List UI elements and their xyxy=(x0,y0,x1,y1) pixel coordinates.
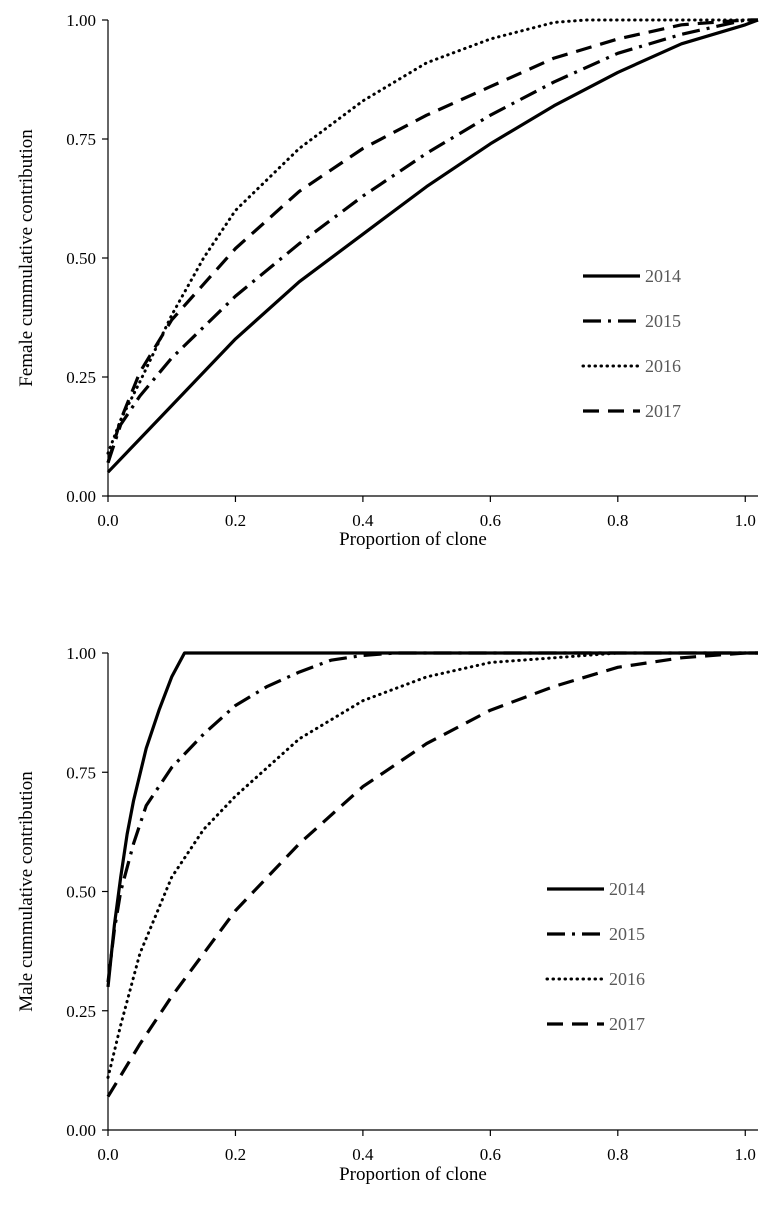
y-tick-label: 0.25 xyxy=(66,1002,96,1021)
female-contribution-chart: 0.00 0.25 0.50 0.75 1.00 0.0 0.2 0.4 0.6 0.8 1.0 Pr… xyxy=(16,11,760,550)
series-line-2014 xyxy=(106,18,759,474)
series-line-2017 xyxy=(106,18,758,464)
y-axis-title: Female cummulative contribution xyxy=(16,129,37,387)
series-line-2017 xyxy=(106,651,758,1098)
series-line-2016 xyxy=(106,651,760,1079)
legend-label-2014: 2014 xyxy=(645,266,681,286)
legend-label-2016: 2016 xyxy=(609,969,645,989)
x-tick-label: 0.0 xyxy=(97,1145,118,1164)
legend-label-2014: 2014 xyxy=(609,879,645,899)
x-tick-label: 0.2 xyxy=(225,1145,246,1164)
y-tick-label: 0.50 xyxy=(66,883,96,902)
y-tick-label: 0.00 xyxy=(66,1121,96,1140)
legend-label-2016: 2016 xyxy=(645,356,681,376)
legend-label-2017: 2017 xyxy=(609,1014,645,1034)
y-tick-label: 0.25 xyxy=(66,368,96,387)
y-axis-title: Male cummulative contribution xyxy=(16,771,37,1012)
x-tick-label: 0.0 xyxy=(97,511,118,530)
legend-label-2015: 2015 xyxy=(609,924,645,944)
male-contribution-chart: 0.00 0.25 0.50 0.75 1.00 0.0 0.2 0.4 0.6 0.8 1.0 Pr… xyxy=(16,644,760,1185)
x-tick-label: 0.2 xyxy=(225,511,246,530)
y-tick-label: 1.00 xyxy=(66,11,96,30)
legend-label-2017: 2017 xyxy=(645,401,681,421)
x-tick-label: 0.6 xyxy=(480,1145,501,1164)
x-tick-label: 0.4 xyxy=(352,1145,374,1164)
x-tick-label: 0.8 xyxy=(607,1145,628,1164)
y-tick-label: 1.00 xyxy=(66,644,96,663)
series-line-2015 xyxy=(106,651,758,983)
y-tick-label: 0.75 xyxy=(66,130,96,149)
x-axis-title: Proportion of clone xyxy=(339,529,487,550)
y-tick-label: 0.50 xyxy=(66,249,96,268)
x-tick-label: 1.0 xyxy=(735,511,756,530)
series-line-2016 xyxy=(106,18,760,455)
series-line-2015 xyxy=(106,18,758,464)
x-tick-label: 1.0 xyxy=(735,1145,756,1164)
y-tick-label: 0.75 xyxy=(66,763,96,782)
legend-label-2015: 2015 xyxy=(645,311,681,331)
x-axis-title: Proportion of clone xyxy=(339,1164,487,1185)
x-tick-label: 0.8 xyxy=(607,511,628,530)
series-line-2014 xyxy=(106,651,758,988)
x-tick-label: 0.6 xyxy=(480,511,501,530)
y-tick-label: 0.00 xyxy=(66,487,96,506)
x-tick-label: 0.4 xyxy=(352,511,374,530)
